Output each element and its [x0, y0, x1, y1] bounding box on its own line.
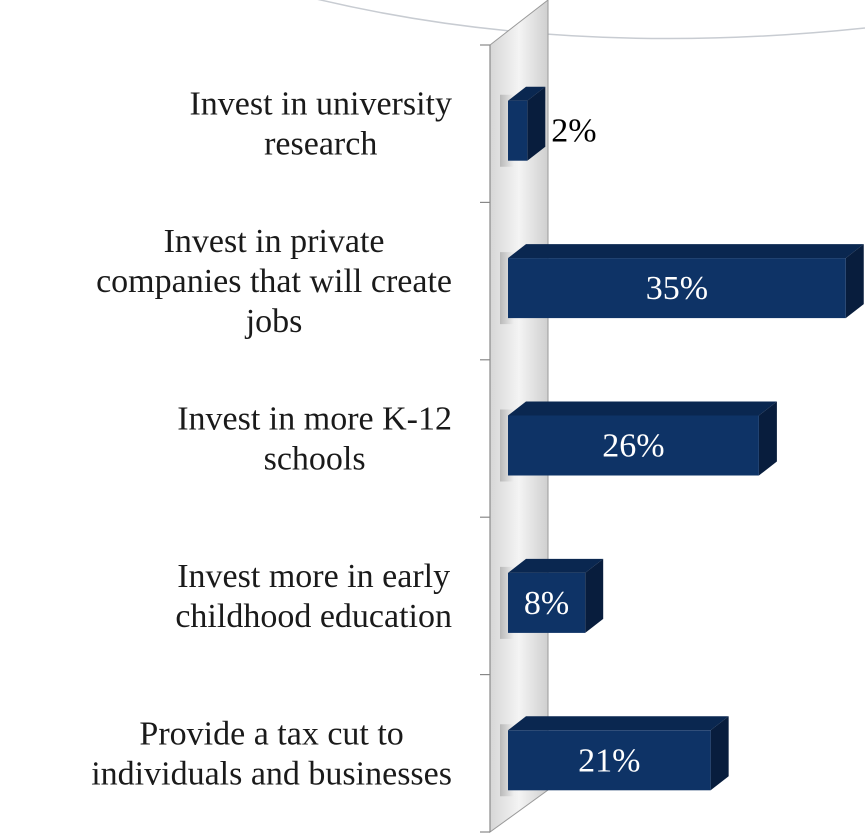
bar-side-face [527, 86, 546, 161]
bar-front-face [508, 100, 528, 161]
bar-front-face [508, 258, 846, 319]
value-label: 35% [646, 270, 708, 307]
value-label: 8% [524, 585, 569, 622]
value-label: 21% [578, 742, 640, 779]
bar-5 [500, 716, 729, 797]
bar-front-face [508, 415, 759, 476]
category-label-line: companies that will create [96, 263, 452, 300]
axis-ticks [480, 44, 490, 833]
bar-top-face [508, 401, 777, 416]
value-label: 2% [551, 113, 596, 150]
value-label: 26% [602, 428, 664, 465]
category-label-line: Invest in more K-12 [177, 401, 452, 438]
category-label-line: schools [264, 441, 366, 478]
bar-side-face [758, 401, 777, 476]
category-label-line: jobs [245, 303, 303, 340]
bar-side-face [845, 244, 864, 319]
bars [500, 86, 864, 797]
bar-side-face [585, 558, 604, 633]
bar-top-face [508, 244, 864, 259]
bar-front-face [508, 730, 711, 791]
bar-1 [500, 86, 546, 167]
category-label-line: research [264, 126, 377, 163]
category-label-line: childhood education [175, 598, 452, 635]
category-label-line: Invest in university [189, 86, 452, 123]
bar-side-face [710, 716, 729, 791]
value-labels: 2% 35% 26% 8% 21% [524, 113, 708, 780]
category-label-line: Provide a tax cut to [139, 715, 403, 752]
category-label-line: Invest in private [164, 223, 385, 260]
bar-top-face [508, 558, 604, 573]
bar-2 [500, 244, 864, 325]
category-label-line: Invest more in early [177, 558, 450, 595]
category-label-line: individuals and businesses [91, 755, 452, 792]
bar-3 [500, 401, 777, 482]
bar-front-face [508, 572, 586, 633]
bar-4 [500, 558, 604, 639]
background-arc [317, 0, 865, 40]
bar-top-face [508, 716, 729, 731]
bar-top-face [508, 86, 546, 101]
